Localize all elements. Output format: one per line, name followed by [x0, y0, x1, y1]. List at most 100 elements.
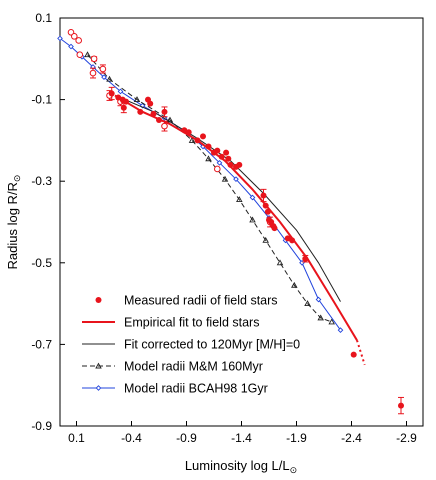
legend-label: Measured radii of field stars: [124, 294, 278, 308]
data-point: [161, 108, 168, 115]
data-layer: [57, 28, 404, 415]
diamond-marker: [216, 160, 223, 166]
y-axis-title-subscript: ⊙: [12, 175, 22, 183]
triangle-marker: [328, 318, 335, 325]
x-tick-label: -1.4: [231, 431, 252, 445]
y-tick-label: -0.3: [31, 174, 52, 188]
data-point: [108, 90, 115, 97]
legend-item: Empirical fit to field stars: [82, 316, 259, 330]
legend-marker: [95, 385, 102, 391]
triangle-marker: [249, 216, 256, 223]
triangle-marker: [291, 281, 298, 288]
data-point: [271, 225, 278, 232]
data-point: [264, 208, 271, 215]
open-data-point: [90, 55, 98, 63]
diamond-marker: [233, 176, 239, 182]
triangle-marker: [221, 175, 229, 182]
y-axis-title: Radius log R/R⊙: [5, 175, 22, 270]
data-point: [236, 161, 243, 168]
diamond-marker: [249, 194, 256, 201]
legend-marker: [95, 362, 102, 369]
series-line: [114, 94, 358, 341]
x-axis-title: Luminosity log L/L⊙: [185, 458, 297, 475]
diamond-marker: [101, 74, 107, 80]
data-point: [398, 402, 404, 409]
open-data-point: [89, 69, 97, 77]
y-tick-label: -0.5: [31, 256, 52, 270]
legend-item: Measured radii of field stars: [95, 294, 278, 308]
data-point: [194, 137, 201, 144]
data-point: [350, 351, 357, 358]
legend-label: Empirical fit to field stars: [124, 316, 259, 330]
triangle-marker: [317, 314, 324, 321]
data-point: [205, 143, 212, 150]
open-data-point: [214, 165, 221, 173]
legend-item: Fit corrected to 120Myr [M/H]=0: [82, 338, 300, 352]
diamond-marker: [68, 43, 74, 50]
open-data-point: [76, 51, 84, 59]
data-point: [214, 147, 221, 154]
x-tick-label: -1.9: [286, 431, 307, 445]
series-line-extension: [356, 340, 366, 366]
data-point: [218, 153, 225, 160]
triangle-marker: [276, 259, 284, 266]
data-point: [302, 255, 309, 262]
legend-item: Model radii M&M 160Myr: [82, 360, 263, 374]
x-tick-label: -2.4: [341, 431, 362, 445]
y-tick-label: -0.9: [31, 419, 52, 433]
data-point: [185, 129, 192, 136]
data-point: [289, 237, 296, 244]
open-data-point: [161, 122, 168, 130]
triangle-marker: [188, 136, 196, 143]
y-tick-label: -0.7: [31, 337, 52, 351]
data-point: [147, 100, 154, 107]
x-tick-label: 0.1: [68, 431, 85, 445]
data-point: [262, 202, 269, 209]
data-point: [120, 104, 127, 111]
diamond-marker: [315, 296, 322, 303]
series-0: [108, 86, 404, 415]
data-point: [150, 110, 157, 117]
ticks: 0.1 -0.4 -0.9 -1.4 -1.9 -2.4 -2.9 0.1 -0.1 -0.3 -0…: [31, 11, 417, 445]
legend-label: Model radii M&M 160Myr: [124, 360, 263, 374]
triangle-marker: [106, 75, 113, 82]
x-tick-label: -0.4: [121, 431, 142, 445]
open-data-point: [75, 37, 82, 44]
diamond-marker: [139, 102, 146, 109]
legend-label: Model radii BCAH98 1Gyr: [124, 382, 268, 396]
series-line: [114, 95, 341, 302]
triangle-marker: [205, 155, 212, 162]
y-tick-label: 0.1: [35, 11, 52, 25]
y-tick-label: -0.1: [31, 93, 52, 107]
open-data-point: [99, 65, 107, 73]
triangle-marker: [84, 51, 91, 58]
triangle-marker: [304, 300, 311, 307]
open-data-point: [71, 33, 78, 40]
legend-item: Model radii BCAH98 1Gyr: [82, 382, 268, 396]
triangle-marker: [262, 236, 269, 243]
x-tick-label: -0.9: [176, 431, 197, 445]
triangle-marker: [236, 196, 243, 203]
legend-label: Fit corrected to 120Myr [M/H]=0: [124, 338, 300, 352]
data-point: [227, 161, 234, 168]
diamond-marker: [57, 35, 63, 42]
series-3: [114, 95, 341, 302]
triangle-marker: [133, 96, 141, 103]
data-point: [137, 108, 144, 115]
data-point: [260, 192, 267, 199]
series-2: [114, 94, 366, 366]
data-point: [225, 155, 232, 162]
legend: Measured radii of field stars Empirical f…: [82, 294, 300, 396]
legend-swatch: [95, 297, 102, 303]
data-point: [156, 117, 162, 123]
diamond-marker: [117, 88, 124, 95]
data-point: [200, 133, 206, 140]
series-line: [87, 54, 332, 323]
series-4: [84, 51, 335, 325]
data-point: [223, 149, 230, 156]
diamond-marker: [337, 327, 344, 333]
x-tick-label: -2.9: [396, 431, 417, 445]
x-axis-title-subscript: ⊙: [290, 465, 298, 475]
